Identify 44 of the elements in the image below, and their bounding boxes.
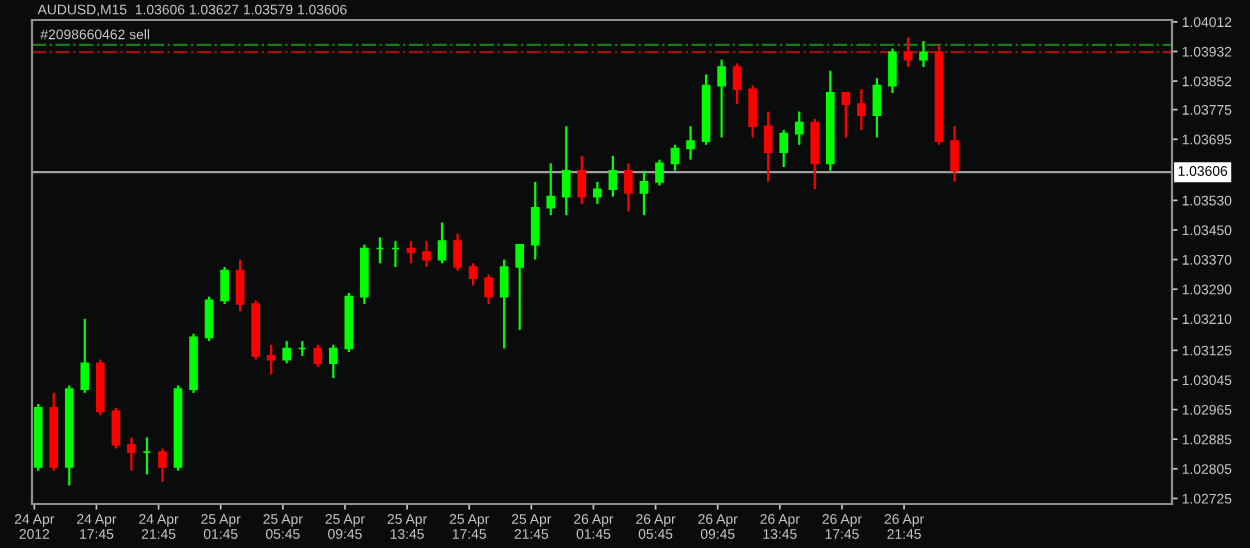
candlestick <box>158 447 167 483</box>
candlestick <box>127 436 136 472</box>
candlestick <box>919 40 928 69</box>
candlestick <box>950 125 959 183</box>
candlestick <box>406 239 416 265</box>
candlestick <box>453 232 462 272</box>
candlestick <box>732 62 742 106</box>
candlestick <box>530 180 540 261</box>
candlestick <box>577 154 587 206</box>
candlestick <box>204 295 214 343</box>
candlestick <box>748 84 757 139</box>
candlestick <box>437 221 447 265</box>
candlestick <box>655 158 664 187</box>
candlestick <box>639 169 649 217</box>
candlestick <box>593 180 602 206</box>
candlestick <box>686 125 695 161</box>
candlestick <box>422 239 431 269</box>
candlestick <box>499 258 509 350</box>
candlestick <box>794 110 804 146</box>
candlestick <box>313 343 323 369</box>
candlestick <box>763 110 773 183</box>
candlestick <box>717 58 726 139</box>
candlestick <box>624 162 633 213</box>
candlestick <box>220 265 229 306</box>
candlestick <box>328 343 338 380</box>
candlestick <box>235 258 245 313</box>
candlestick <box>779 128 789 169</box>
candlestick <box>484 273 493 306</box>
candlestick <box>888 47 897 95</box>
candlestick <box>468 262 478 287</box>
candlestick <box>561 125 571 217</box>
candlestick <box>80 317 90 395</box>
candlestick <box>670 143 680 172</box>
candlestick <box>111 406 121 450</box>
candlestick <box>266 343 276 376</box>
candlestick <box>282 339 292 365</box>
candlestick <box>608 154 618 198</box>
candlestick <box>515 243 525 332</box>
candlestick <box>857 88 866 132</box>
candlestick <box>872 77 882 139</box>
candlestick <box>841 91 851 139</box>
candlestick <box>903 36 913 69</box>
candlestick <box>810 117 820 191</box>
candlestick <box>546 162 556 217</box>
